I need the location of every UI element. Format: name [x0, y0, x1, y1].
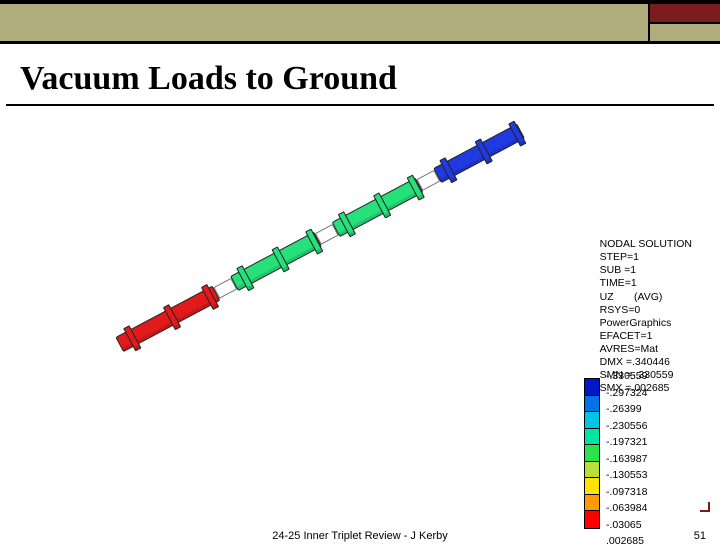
legend-label: -.297324 [606, 388, 692, 405]
header-cell-bottom [650, 22, 720, 42]
legend-swatch [585, 429, 599, 446]
legend-swatch [585, 412, 599, 429]
legend-swatch [585, 396, 599, 413]
segment [230, 232, 322, 292]
fea-model [120, 136, 500, 416]
figure-stage: NODAL SOLUTION STEP=1 SUB =1 TIME=1 UZ (… [0, 106, 720, 466]
legend-label: -.097318 [606, 487, 692, 504]
header-cell-top [650, 4, 720, 22]
legend-swatch [585, 379, 599, 396]
support-bracket [271, 246, 289, 272]
support-bracket [508, 120, 526, 146]
support-bracket [236, 265, 254, 291]
corner-mark-icon [700, 502, 710, 512]
header-side [650, 4, 720, 41]
support-bracket [475, 138, 493, 164]
support-bracket [163, 304, 181, 330]
legend-label: -.197321 [606, 437, 692, 454]
footer-center: 24-25 Inner Triplet Review - J Kerby [272, 530, 447, 542]
segment [115, 286, 220, 353]
support-bracket [338, 211, 356, 237]
legend-swatch [585, 445, 599, 462]
legend-swatch [585, 495, 599, 512]
legend-label: -.130553 [606, 470, 692, 487]
header-bar [0, 0, 720, 44]
legend-label: -.230556 [606, 421, 692, 438]
segment [332, 178, 424, 238]
model-assembly [115, 121, 531, 355]
legend-label: .002685 [606, 536, 692, 553]
legend-swatch [585, 462, 599, 479]
slide-title: Vacuum Loads to Ground [6, 44, 714, 106]
support-bracket [439, 157, 457, 183]
legend-label: -.26399 [606, 404, 692, 421]
contour-legend-labels: -.330559-.297324-.26399-.230556-.197321-… [606, 371, 692, 553]
legend-label: -.03065 [606, 520, 692, 537]
header-main [0, 4, 650, 41]
legend-swatch [585, 478, 599, 495]
support-bracket [123, 325, 141, 351]
legend-label: -.163987 [606, 454, 692, 471]
legend-label: -.330559 [606, 371, 692, 388]
segment [433, 124, 525, 184]
contour-legend-bar [584, 378, 600, 529]
legend-label: -.063984 [606, 503, 692, 520]
legend-swatch [585, 511, 599, 528]
support-bracket [373, 192, 391, 218]
footer-page: 51 [694, 530, 706, 542]
